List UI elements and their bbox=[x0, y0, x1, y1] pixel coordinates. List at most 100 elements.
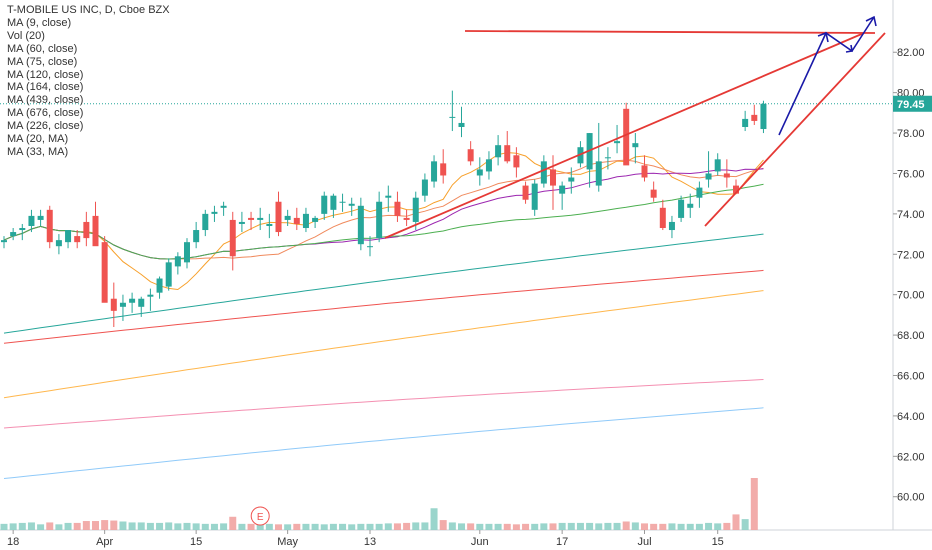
candle-body bbox=[202, 213, 209, 231]
volume-bar bbox=[595, 523, 603, 530]
candle-body bbox=[184, 242, 190, 263]
legend-entry: MA (164, close) bbox=[7, 81, 84, 94]
volume-bar bbox=[27, 522, 35, 530]
volume-bar bbox=[110, 520, 118, 530]
long-ma-line bbox=[3, 379, 764, 429]
candle-body bbox=[357, 205, 364, 245]
volume-bar bbox=[73, 522, 81, 530]
chart-legend: T-MOBILE US INC, D, Cboe BZX MA (9, clos… bbox=[7, 4, 170, 159]
candle-body bbox=[705, 173, 712, 180]
volume-bar bbox=[458, 523, 465, 530]
volume-bar bbox=[64, 522, 72, 530]
candle-body bbox=[147, 294, 154, 297]
candle-body bbox=[504, 145, 511, 162]
candle-body bbox=[522, 185, 529, 200]
volume-bar bbox=[485, 523, 493, 530]
candle-body bbox=[650, 189, 657, 198]
volume-bar bbox=[55, 524, 63, 530]
legend-entry: MA (439, close) bbox=[7, 94, 84, 107]
volume-bar bbox=[558, 522, 566, 530]
candle-body bbox=[266, 223, 273, 226]
symbol-line: T-MOBILE US INC, D, Cboe BZX bbox=[7, 4, 170, 16]
candle-body bbox=[550, 169, 556, 186]
candle-body bbox=[10, 232, 17, 237]
volume-bar bbox=[641, 523, 648, 530]
volume-bar bbox=[82, 521, 90, 530]
legend-entry: MA (676, close) bbox=[7, 107, 84, 120]
candle-body bbox=[495, 145, 502, 158]
candle-body bbox=[531, 183, 538, 210]
volume-bar bbox=[613, 522, 621, 530]
candle-body bbox=[211, 211, 218, 214]
volume-bar bbox=[156, 522, 164, 530]
volume-bar bbox=[293, 523, 301, 530]
x-tick-label: 13 bbox=[364, 536, 376, 548]
candle-body bbox=[449, 116, 456, 118]
long-ma-line bbox=[3, 233, 764, 334]
y-tick-label: 66.00 bbox=[897, 370, 925, 382]
candle-body bbox=[568, 177, 575, 182]
volume-bar bbox=[439, 520, 447, 530]
volume-bar bbox=[229, 516, 237, 530]
volume-bar bbox=[174, 523, 182, 530]
earnings-marker-label: E bbox=[257, 512, 264, 523]
volume-bar bbox=[247, 523, 255, 530]
y-tick-label: 74.00 bbox=[897, 209, 925, 221]
candle-body bbox=[614, 141, 621, 144]
long-ma-line bbox=[3, 269, 764, 344]
volume-bar bbox=[183, 522, 191, 530]
volume-bar bbox=[393, 523, 401, 530]
candle-body bbox=[65, 230, 72, 243]
volume-bar bbox=[650, 523, 658, 530]
volume-bar bbox=[357, 523, 365, 530]
candle-body bbox=[55, 240, 62, 247]
candle-body bbox=[229, 219, 236, 257]
volume-bar bbox=[403, 522, 411, 530]
candle-body bbox=[238, 221, 245, 224]
volume-bar bbox=[0, 523, 8, 530]
candle-body bbox=[129, 298, 136, 303]
legend-entry: MA (9, close) bbox=[7, 16, 72, 29]
projection-arrow bbox=[778, 16, 875, 136]
volume-bar bbox=[192, 523, 200, 530]
long-ma-line bbox=[3, 407, 764, 479]
x-tick-label: 17 bbox=[556, 536, 568, 548]
volume-bar bbox=[467, 523, 475, 530]
volume-bar bbox=[375, 523, 383, 530]
candle-body bbox=[37, 215, 44, 220]
last-price-badge bbox=[893, 95, 932, 112]
candle-body bbox=[421, 179, 428, 196]
ma-line bbox=[3, 152, 764, 291]
volume-bar bbox=[695, 523, 703, 530]
volume-bar bbox=[430, 508, 438, 530]
candle-body bbox=[742, 118, 749, 127]
x-tick-label: Jul bbox=[637, 536, 651, 548]
volume-bar bbox=[622, 521, 630, 530]
volume-bar bbox=[723, 522, 731, 530]
candle-body bbox=[540, 161, 547, 184]
volume-bar bbox=[265, 523, 273, 530]
candle-body bbox=[403, 217, 410, 220]
volume-bar bbox=[714, 523, 722, 530]
candle-body bbox=[293, 217, 300, 224]
candle-body bbox=[312, 217, 319, 222]
candle-body bbox=[559, 185, 566, 194]
candle-body bbox=[668, 221, 675, 231]
volume-bar bbox=[512, 524, 520, 530]
candle-body bbox=[714, 159, 721, 172]
candle-body bbox=[119, 302, 126, 307]
y-tick-label: 64.00 bbox=[897, 411, 925, 423]
volume-bar bbox=[668, 523, 676, 530]
volume-bar bbox=[220, 523, 228, 530]
candle-body bbox=[1, 240, 7, 243]
legend-entry: MA (75, close) bbox=[7, 55, 78, 68]
x-tick-label: Jun bbox=[471, 536, 489, 548]
volume-bar bbox=[284, 524, 292, 530]
candle-body bbox=[751, 114, 758, 121]
volume-bar bbox=[476, 523, 484, 530]
volume-bar bbox=[302, 523, 310, 530]
legend-entry: MA (226, close) bbox=[7, 120, 84, 133]
candle-body bbox=[641, 165, 648, 178]
volume-bar bbox=[494, 523, 502, 530]
